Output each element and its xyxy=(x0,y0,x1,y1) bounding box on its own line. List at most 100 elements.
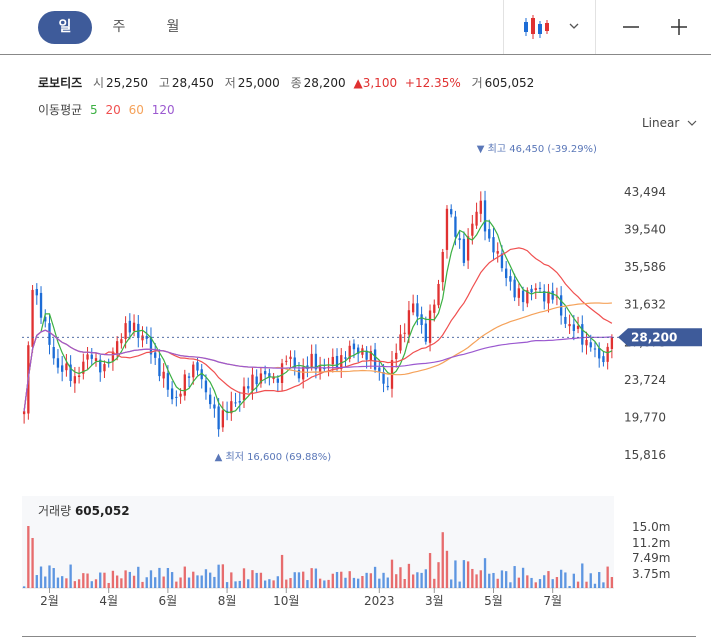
tab-monthly[interactable]: 월 xyxy=(166,19,180,35)
volume-bar xyxy=(365,572,368,588)
candle-body xyxy=(585,339,588,346)
zoom-in-button[interactable] xyxy=(664,14,694,40)
candle-body xyxy=(420,314,423,326)
candle-body xyxy=(340,355,343,370)
ma20-label[interactable]: 20 xyxy=(105,103,121,117)
volume-bar xyxy=(378,578,381,588)
volume-bar xyxy=(581,563,584,588)
ma60-label[interactable]: 60 xyxy=(128,103,144,117)
volume-bar xyxy=(166,568,170,588)
volume-bar xyxy=(488,573,491,588)
x-tick-label: 2월 xyxy=(40,594,59,608)
volume-bar xyxy=(433,578,436,588)
ma120-label[interactable]: 120 xyxy=(151,103,175,117)
volume-bar xyxy=(280,554,284,588)
volume-bar xyxy=(610,577,614,588)
ma120-line xyxy=(23,329,612,412)
candle-body xyxy=(154,352,157,358)
candle-body xyxy=(285,360,288,362)
volume-bar xyxy=(204,569,208,588)
volume-value: 605,052 xyxy=(484,76,535,90)
volume-bar xyxy=(424,569,427,588)
volume-bar xyxy=(390,559,394,588)
volume-bar xyxy=(437,562,440,588)
candle-body xyxy=(90,354,93,359)
volume-bar xyxy=(369,573,373,588)
candle-body xyxy=(373,349,377,370)
volume-bar xyxy=(132,575,136,588)
volume-bar xyxy=(323,580,326,588)
volume-bar xyxy=(403,579,406,588)
candle-body xyxy=(564,316,567,324)
volume-title-value: 605,052 xyxy=(75,504,130,518)
candle-body xyxy=(357,347,360,354)
x-tick-label: 3월 xyxy=(425,594,444,608)
tab-daily[interactable]: 일 xyxy=(38,11,92,44)
volume-bar xyxy=(361,575,364,588)
candle-body xyxy=(602,356,605,363)
candle-body xyxy=(124,323,127,339)
candle-body xyxy=(551,290,554,300)
volume-bar xyxy=(543,575,546,588)
volume-bar xyxy=(183,566,186,588)
volume-bar xyxy=(576,581,580,588)
volume-bar xyxy=(77,579,81,588)
volume-bar xyxy=(73,581,77,588)
candle-body xyxy=(475,211,478,226)
volume-bar xyxy=(107,582,110,588)
candle-body xyxy=(496,251,499,254)
change-value: ▲3,100 xyxy=(353,76,398,90)
volume-bar xyxy=(162,576,165,588)
x-tick-label: 5월 xyxy=(484,594,503,608)
volume-bar xyxy=(348,571,351,588)
candle-body xyxy=(128,320,131,333)
min-price-annotation: ▲ 최저 16,600 (69.88%) xyxy=(215,451,332,463)
volume-bar xyxy=(242,568,246,588)
volume-tick-label: 11.2m xyxy=(632,536,670,550)
candle-body xyxy=(213,404,216,409)
candlestick-icon xyxy=(524,15,549,39)
zoom-out-button[interactable] xyxy=(616,14,646,40)
volume-bar xyxy=(530,577,533,588)
candle-body xyxy=(209,394,212,405)
tab-weekly[interactable]: 주 xyxy=(112,19,126,35)
volume-bar xyxy=(187,577,191,588)
chart-type-selector[interactable] xyxy=(520,12,584,42)
candle-body xyxy=(327,366,330,368)
scale-selector[interactable]: Linear xyxy=(642,116,697,130)
volume-bar xyxy=(22,586,26,588)
candle-body xyxy=(44,316,47,322)
volume-bar xyxy=(192,571,195,588)
volume-bar xyxy=(52,568,55,588)
candle-body xyxy=(513,279,516,298)
candle-body xyxy=(141,335,144,341)
candle-body xyxy=(534,288,537,290)
volume-bar xyxy=(154,577,157,588)
volume-bar xyxy=(407,563,411,588)
volume-bar xyxy=(382,572,385,588)
candle-body xyxy=(297,369,301,379)
volume-bar xyxy=(238,580,241,588)
volume-bar xyxy=(471,568,474,588)
candle-body xyxy=(234,402,237,404)
volume-bar xyxy=(318,578,322,588)
volume-bar xyxy=(285,579,288,588)
volume-bar xyxy=(373,566,377,588)
volume-bar xyxy=(352,577,356,588)
candle-body xyxy=(289,356,292,360)
volume-bar xyxy=(196,575,199,588)
volume-bar xyxy=(547,571,550,588)
ma5-label[interactable]: 5 xyxy=(90,103,98,117)
high-value: 28,450 xyxy=(171,76,214,90)
candle-body xyxy=(242,386,246,401)
volume-bar xyxy=(293,572,296,588)
candle-body xyxy=(454,216,457,237)
candle-body xyxy=(137,323,140,338)
volume-bar xyxy=(69,564,72,588)
volume-bar xyxy=(386,577,389,588)
candle-body xyxy=(521,290,525,303)
volume-title: 거래량 605,052 xyxy=(38,504,130,518)
candle-body xyxy=(48,323,51,345)
volume-bar xyxy=(602,582,605,588)
